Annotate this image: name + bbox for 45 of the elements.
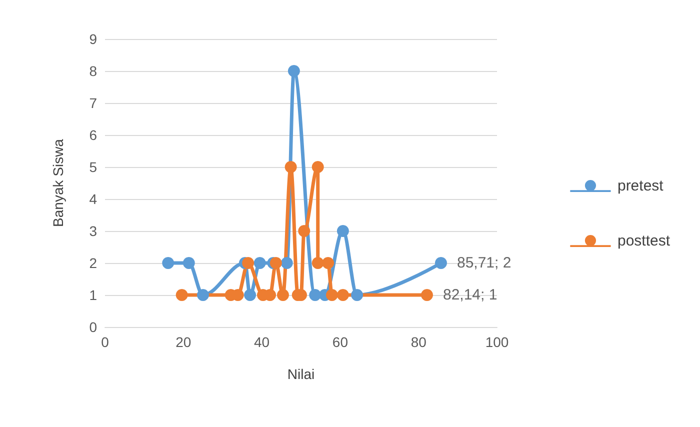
point [162,257,174,269]
legend-label: pretest [617,178,664,194]
y-tick-label: 1 [89,287,98,303]
point [284,161,297,173]
x-tick-label: 0 [101,334,110,350]
point [270,257,282,269]
x-tick-label: 80 [410,334,427,350]
x-tick-label: 40 [254,334,270,350]
point [309,289,322,301]
annotation: 85,71; 2 [456,254,512,272]
point [421,289,433,301]
annotation: 82,14; 1 [442,286,498,304]
y-tick-label: 0 [89,319,98,335]
point [326,289,338,301]
y-tick-label: 2 [89,255,98,271]
point [312,257,324,269]
y-tick-label: 5 [89,159,98,175]
point [312,161,324,173]
point [242,257,254,269]
point [351,289,364,301]
x-tick-label: 100 [485,334,509,350]
point [280,257,293,269]
y-tick-label: 4 [89,191,98,207]
point [434,257,447,269]
x-tick-label: 60 [332,334,348,350]
y-axis-title: Banyak Siswa [50,138,66,227]
point [244,289,256,301]
y-tick-label: 6 [89,127,98,143]
legend-label: posttest [617,232,671,250]
point [254,257,266,269]
point [288,65,300,77]
point [276,289,289,301]
point [336,289,349,301]
point [298,225,310,237]
point [336,225,349,237]
point [322,257,334,269]
point [176,289,188,301]
y-tick-label: 9 [89,31,98,47]
x-tick-label: 20 [176,334,192,350]
y-tick-label: 3 [89,223,98,239]
y-tick-label: 8 [89,63,98,79]
y-tick-label: 7 [89,95,98,111]
point [197,289,209,301]
point [182,257,195,269]
x-axis-title: Nilai [287,366,315,382]
